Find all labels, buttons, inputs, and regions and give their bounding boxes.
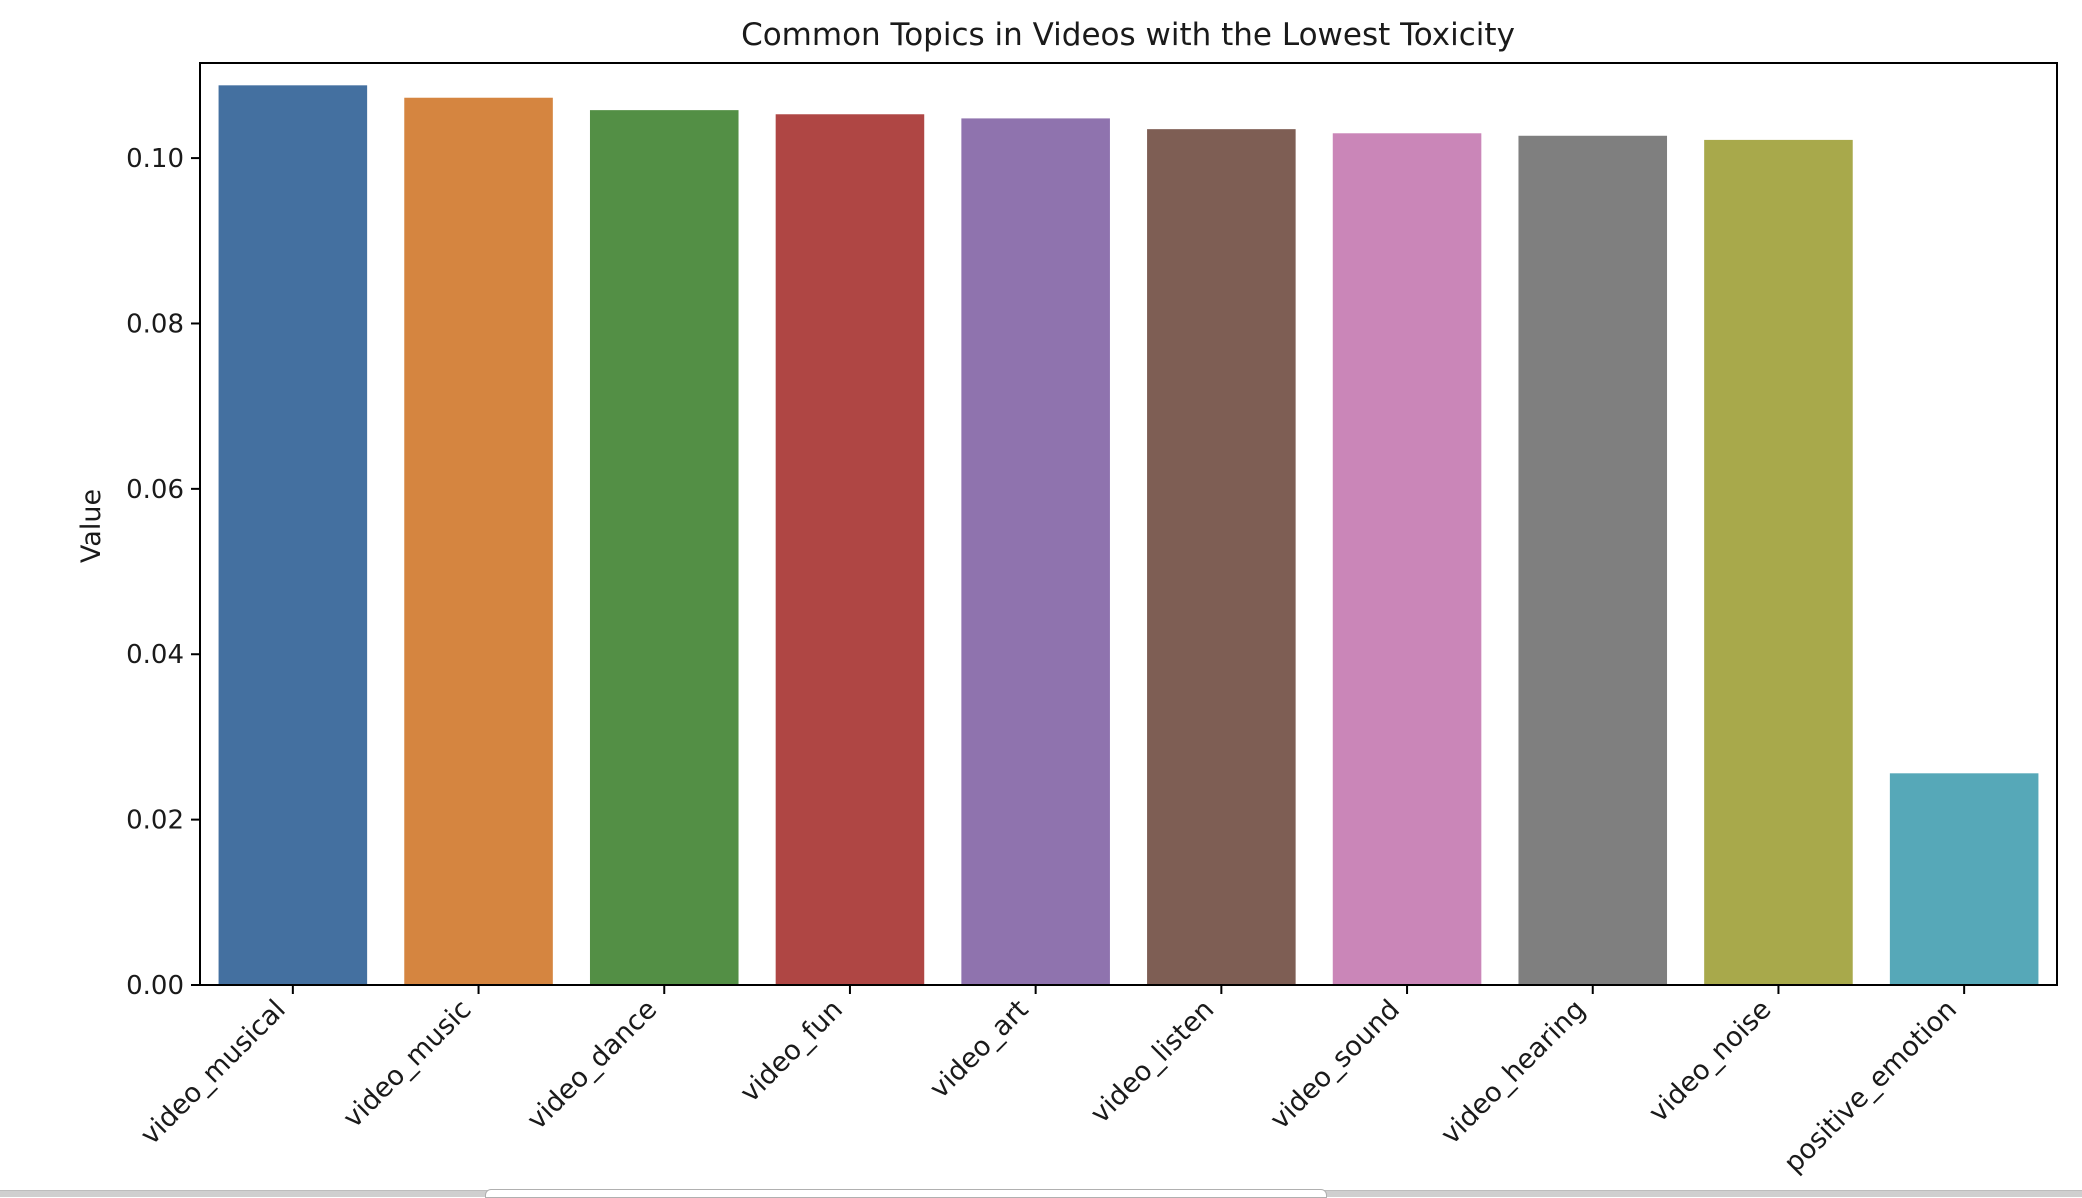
x-tick-label-video_musical: video_musical: [135, 994, 292, 1151]
bar-video_musical: [218, 85, 368, 985]
x-tick-label-positive_emotion: positive_emotion: [1778, 994, 1963, 1179]
bar-positive_emotion: [1889, 773, 2039, 985]
y-tick-label: 0.02: [126, 806, 184, 836]
y-tick-label: 0.06: [126, 475, 184, 505]
x-tick-label-video_sound: video_sound: [1264, 994, 1406, 1136]
x-axis-ticks: video_musical video_music video_dance video…: [135, 985, 1966, 1179]
x-tick-label-video_listen: video_listen: [1085, 994, 1221, 1130]
bar-video_listen: [1147, 129, 1296, 985]
bar-video_music: [404, 97, 553, 985]
bar-video_sound: [1332, 133, 1482, 986]
y-axis-label: Value: [76, 489, 107, 563]
x-tick-label-video_hearing: video_hearing: [1435, 994, 1592, 1151]
bar-video_noise: [1704, 139, 1853, 986]
chart-title: Common Topics in Videos with the Lowest …: [741, 17, 1515, 53]
plot-frame: [199, 62, 2058, 986]
x-tick-label-video_art: video_art: [924, 994, 1035, 1105]
x-tick-label-video_dance: video_dance: [521, 994, 663, 1136]
x-tick-label-video_music: video_music: [337, 994, 477, 1134]
y-tick-label: 0.08: [126, 309, 184, 339]
bar-video_dance: [589, 110, 739, 986]
y-tick-label: 0.10: [126, 144, 184, 174]
bar-video_fun: [775, 114, 925, 985]
x-tick-label-video_noise: video_noise: [1643, 994, 1777, 1128]
x-tick-label-video_fun: video_fun: [734, 994, 849, 1109]
y-tick-label: 0.00: [126, 971, 184, 1001]
scrollbar-thumb[interactable]: [485, 1189, 1327, 1198]
y-tick-label: 0.04: [126, 640, 184, 670]
bar-video_art: [961, 118, 1110, 985]
bars-group: [218, 85, 2039, 986]
bar-video_hearing: [1518, 135, 1668, 986]
y-axis-ticks: 0.00 0.02 0.04 0.06 0.08 0.10: [126, 144, 200, 1001]
